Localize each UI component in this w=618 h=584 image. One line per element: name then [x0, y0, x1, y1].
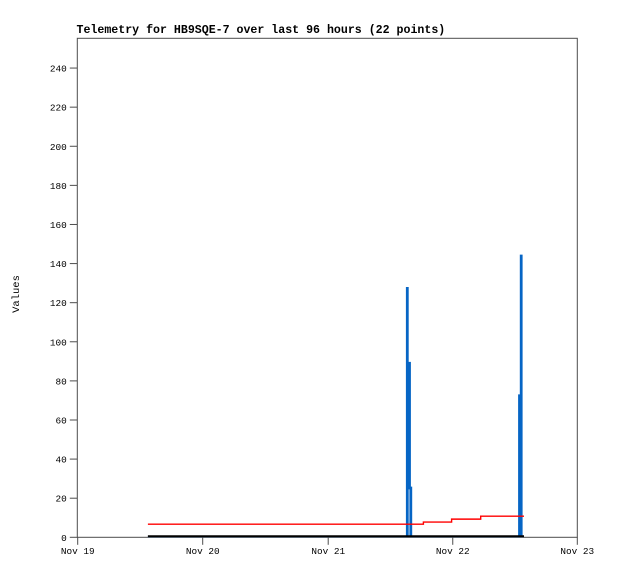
svg-text:Telemetry for HB9SQE-7 over la: Telemetry for HB9SQE-7 over last 96 hour… [77, 24, 446, 37]
svg-text:160: 160 [50, 220, 67, 231]
svg-text:80: 80 [56, 376, 68, 387]
svg-text:Nov 23: Nov 23 [560, 546, 594, 557]
svg-text:Values: Values [11, 275, 23, 313]
svg-text:Nov 22: Nov 22 [436, 546, 470, 557]
svg-text:240: 240 [50, 64, 67, 75]
svg-text:200: 200 [50, 142, 67, 153]
svg-text:Nov 20: Nov 20 [186, 546, 220, 557]
svg-text:Nov 21: Nov 21 [311, 546, 345, 557]
svg-text:180: 180 [50, 181, 67, 192]
svg-text:20: 20 [56, 494, 68, 505]
svg-text:100: 100 [50, 337, 67, 348]
svg-text:0: 0 [61, 533, 67, 544]
svg-text:140: 140 [50, 259, 67, 270]
svg-text:Nov 19: Nov 19 [61, 546, 95, 557]
svg-text:120: 120 [50, 298, 67, 309]
svg-text:40: 40 [56, 455, 68, 466]
svg-text:60: 60 [56, 416, 68, 427]
svg-text:220: 220 [50, 103, 67, 114]
